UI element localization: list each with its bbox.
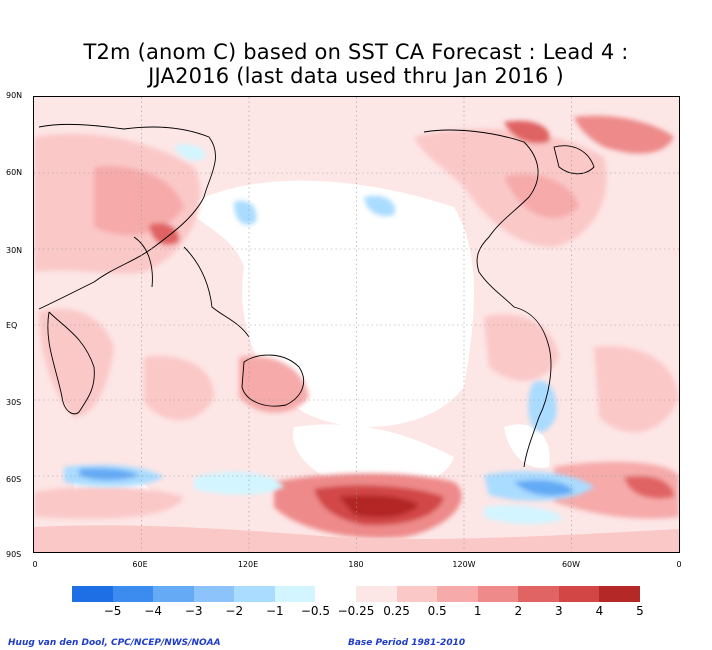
color-scale-label: 1 [473, 604, 482, 618]
neutral-regions [74, 180, 550, 504]
color-scale-label: −2 [225, 604, 244, 618]
color-scale-swatch [315, 586, 357, 602]
color-scale-label: −0.5 [300, 604, 330, 618]
color-scale-swatch [234, 586, 276, 602]
color-scale-swatch [274, 586, 316, 602]
lat-label-30s: 30S [6, 398, 22, 407]
lat-label-60n: 60N [6, 168, 23, 177]
anomaly-map-graphic [34, 97, 679, 552]
color-scale-label: 0.25 [383, 604, 410, 618]
temperature-anomaly-map [33, 96, 680, 553]
color-scale-label: −4 [144, 604, 162, 618]
credit-author: Huug van den Dool, CPC/NCEP/NWS/NOAA [8, 638, 221, 648]
lon-label-120w: 120W [452, 560, 476, 569]
credit-base-period: Base Period 1981-2010 [348, 638, 466, 648]
color-scale-swatch [396, 586, 438, 602]
color-scale-label: −5 [103, 604, 122, 618]
color-scale-label: 5 [636, 604, 644, 618]
lon-label-180: 180 [348, 560, 364, 569]
map-title-line-1: T2m (anom C) based on SST CA Forecast : … [83, 40, 629, 64]
lon-label-60w: 60W [561, 560, 581, 569]
lat-label-90n: 90N [6, 91, 23, 100]
color-scale-swatch [112, 586, 154, 602]
color-scale-swatch [153, 586, 195, 602]
warm-anomaly-regions [34, 115, 679, 538]
color-scale-label: 2 [514, 604, 523, 618]
lon-label-0-west: 0 [32, 560, 38, 569]
color-scale-bar [72, 586, 641, 602]
lat-label-60s: 60S [6, 475, 22, 484]
coastlines [38, 123, 595, 468]
lat-lon-gridlines [34, 97, 679, 552]
color-scale-swatch [477, 586, 519, 602]
lat-label-eq: EQ [6, 321, 18, 330]
map-title-line-2: JJA2016 (last data used thru Jan 2016 ) [148, 64, 564, 88]
color-scale-swatch [193, 586, 235, 602]
color-scale-swatch [599, 586, 641, 602]
color-scale-swatch [558, 586, 600, 602]
lon-label-120e: 120E [237, 560, 259, 569]
cool-anomaly-regions [64, 144, 594, 525]
color-scale-label: −3 [184, 604, 203, 618]
color-scale-swatch [518, 586, 560, 602]
lon-label-60e: 60E [132, 560, 148, 569]
lat-label-90s: 90S [6, 550, 22, 559]
color-scale-label: −0.25 [337, 604, 375, 618]
color-scale-label: 4 [595, 604, 604, 618]
color-scale-swatch [437, 586, 479, 602]
lat-label-30n: 30N [6, 246, 23, 255]
color-scale-swatch [356, 586, 397, 602]
lon-label-0-east: 0 [676, 560, 682, 569]
color-scale-label: 3 [555, 604, 563, 618]
color-scale-swatch [72, 586, 113, 602]
color-scale-label: 0.5 [427, 604, 447, 618]
color-scale-label: −1 [265, 604, 284, 618]
